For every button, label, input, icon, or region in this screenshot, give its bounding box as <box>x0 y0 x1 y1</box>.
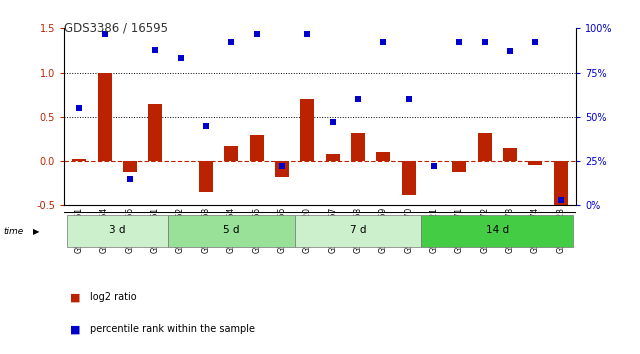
Bar <box>294 215 421 247</box>
Text: 3 d: 3 d <box>109 225 125 235</box>
Text: ■: ■ <box>70 324 81 334</box>
Bar <box>326 154 340 161</box>
Bar <box>275 161 289 177</box>
Text: 14 d: 14 d <box>486 225 509 235</box>
Bar <box>503 148 517 161</box>
Text: log2 ratio: log2 ratio <box>90 292 136 302</box>
Bar <box>72 159 86 161</box>
Bar <box>67 215 168 247</box>
Bar <box>250 135 264 161</box>
Text: time: time <box>3 227 24 236</box>
Bar <box>402 161 416 195</box>
Bar <box>529 161 543 166</box>
Bar <box>300 99 314 161</box>
Bar <box>199 161 213 192</box>
Text: ■: ■ <box>70 292 81 302</box>
Bar <box>224 146 238 161</box>
Bar <box>168 215 294 247</box>
Text: 5 d: 5 d <box>223 225 239 235</box>
Bar <box>148 104 162 161</box>
Bar <box>452 161 467 172</box>
Bar <box>421 215 573 247</box>
Bar <box>123 161 137 172</box>
Bar <box>478 133 492 161</box>
Bar <box>97 73 111 161</box>
Bar <box>376 152 390 161</box>
Text: ▶: ▶ <box>33 227 40 236</box>
Bar <box>554 161 568 207</box>
Bar <box>351 133 365 161</box>
Text: percentile rank within the sample: percentile rank within the sample <box>90 324 255 334</box>
Text: 7 d: 7 d <box>350 225 366 235</box>
Text: GDS3386 / 16595: GDS3386 / 16595 <box>64 21 168 34</box>
